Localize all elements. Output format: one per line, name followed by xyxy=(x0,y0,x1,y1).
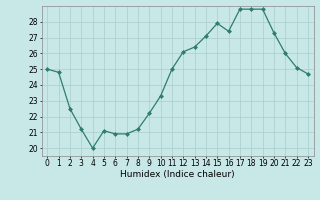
X-axis label: Humidex (Indice chaleur): Humidex (Indice chaleur) xyxy=(120,170,235,179)
